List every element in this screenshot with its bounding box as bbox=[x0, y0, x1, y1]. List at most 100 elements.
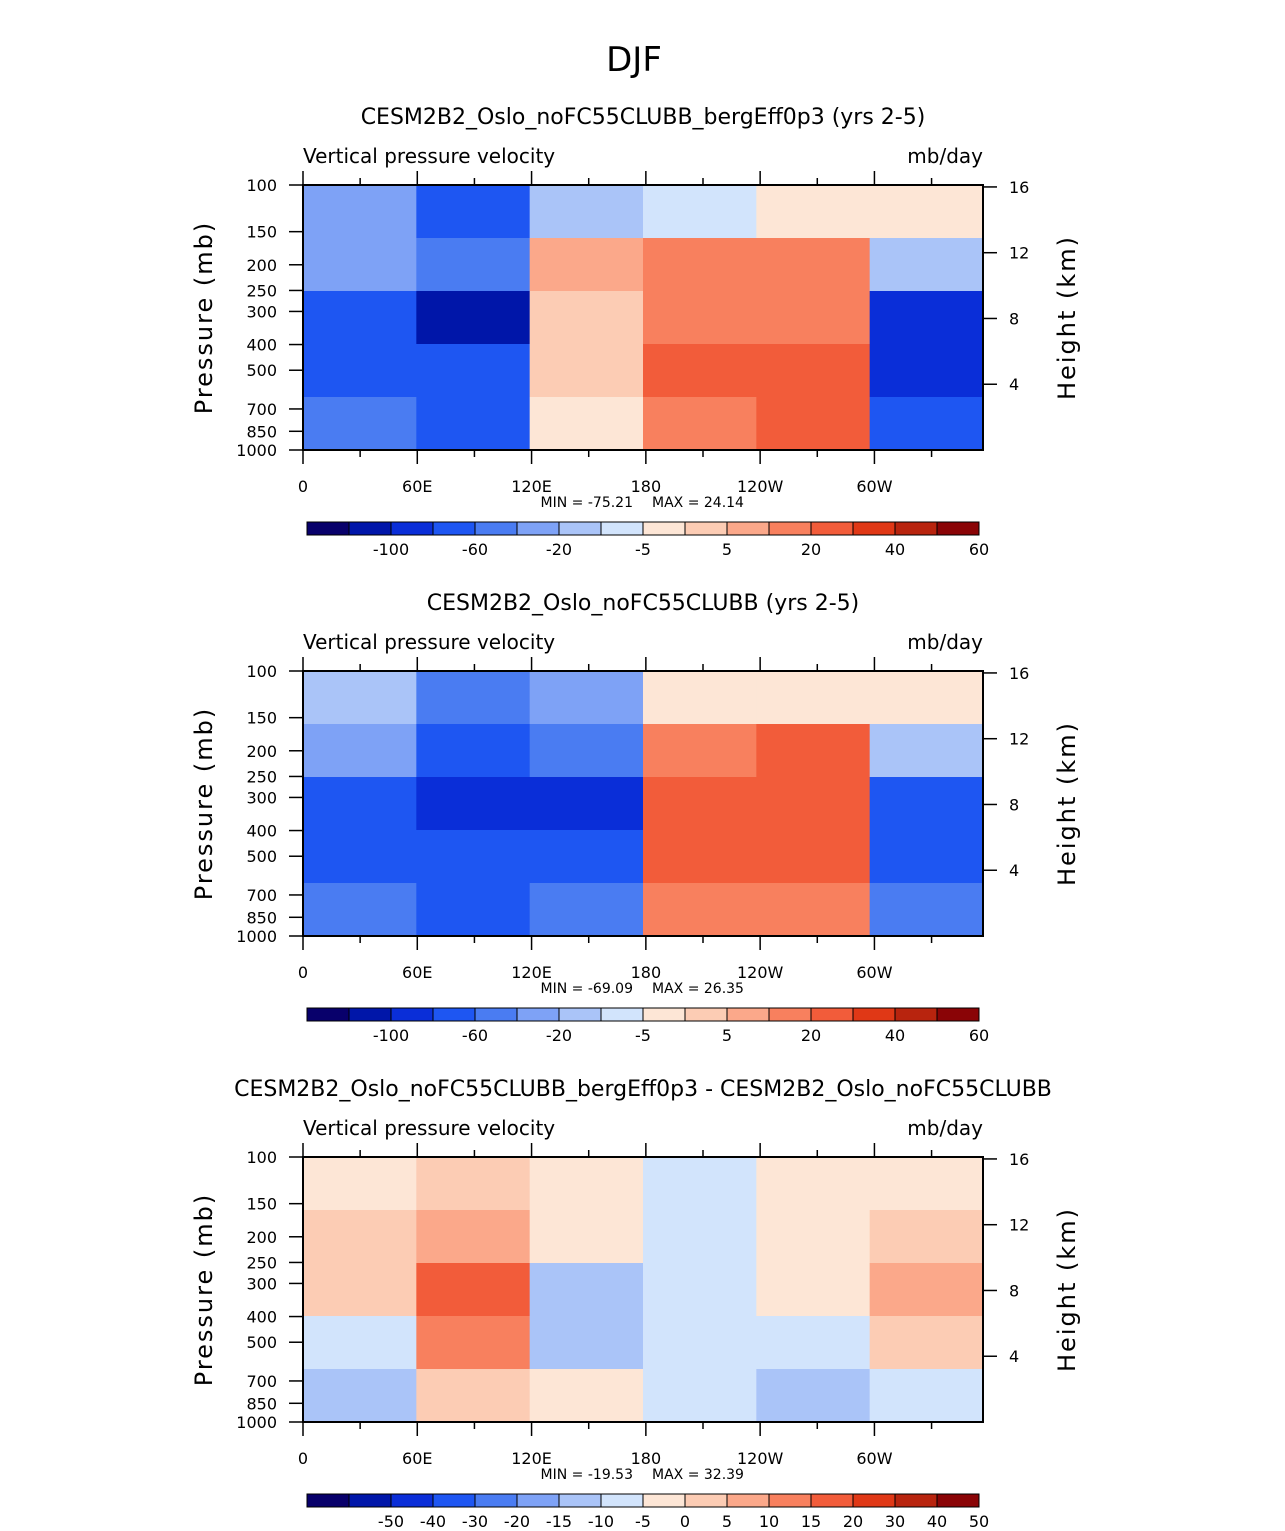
field-cell bbox=[416, 671, 531, 725]
y-tick-label: 700 bbox=[246, 1372, 277, 1391]
colorbar-box bbox=[474, 1493, 518, 1508]
colorbar-box bbox=[516, 1007, 560, 1022]
field-cell bbox=[529, 777, 644, 831]
colorbar-label: -10 bbox=[588, 1512, 614, 1531]
field-cell bbox=[416, 883, 531, 937]
field-cell bbox=[303, 830, 417, 884]
colorbar-box bbox=[600, 1493, 644, 1508]
units-label: mb/day bbox=[907, 144, 983, 168]
colorbar-box bbox=[936, 1007, 980, 1022]
max-label: MAX = 24.14 bbox=[652, 495, 744, 511]
field-cell bbox=[416, 344, 531, 398]
colorbar-label: 20 bbox=[801, 540, 821, 559]
height-tick-label: 4 bbox=[1009, 861, 1019, 880]
colorbar-box bbox=[558, 521, 602, 536]
field-cell bbox=[529, 344, 644, 398]
field-cell bbox=[416, 1157, 531, 1211]
height-tick-label: 4 bbox=[1009, 1347, 1019, 1366]
field-cell bbox=[303, 291, 417, 345]
x-tick-label: 120E bbox=[511, 963, 552, 982]
y-tick-label: 250 bbox=[246, 281, 277, 300]
super-title: DJF bbox=[606, 40, 662, 80]
colorbar-box bbox=[894, 521, 938, 536]
y-tick-label: 700 bbox=[246, 886, 277, 905]
height-tick-label: 16 bbox=[1009, 1150, 1029, 1169]
field-cell bbox=[529, 1157, 644, 1211]
colorbar-box bbox=[810, 1007, 854, 1022]
plot-frame bbox=[302, 1156, 984, 1423]
x-tick-label: 120E bbox=[511, 477, 552, 496]
chart-panel-1: CESM2B2_Oslo_noFC55CLUBB_bergEff0p3 (yrs… bbox=[190, 105, 1081, 559]
colorbar-label: 5 bbox=[722, 540, 732, 559]
chart-panel-3: CESM2B2_Oslo_noFC55CLUBB_bergEff0p3 - CE… bbox=[190, 1077, 1081, 1531]
field-cell bbox=[416, 1263, 531, 1317]
x-tick-label: 60E bbox=[402, 1449, 432, 1468]
colorbar-label: -20 bbox=[546, 540, 572, 559]
field-cell bbox=[303, 1369, 417, 1423]
colorbar-box bbox=[306, 1493, 350, 1508]
field-cell bbox=[756, 777, 871, 831]
y-tick-label: 850 bbox=[246, 908, 277, 927]
field-cell bbox=[869, 671, 984, 725]
field-cell bbox=[869, 724, 984, 778]
colorbar-box bbox=[768, 1493, 812, 1508]
field-cell bbox=[529, 724, 644, 778]
y-tick-label: 150 bbox=[246, 223, 277, 242]
colorbar-box bbox=[726, 1007, 770, 1022]
field-cell bbox=[529, 1263, 644, 1317]
max-label: MAX = 26.35 bbox=[652, 981, 744, 997]
colorbar-box bbox=[642, 1493, 686, 1508]
colorbar-box bbox=[726, 1493, 770, 1508]
field-cell bbox=[529, 671, 644, 725]
field-cell bbox=[643, 344, 757, 398]
y-tick-label: 1000 bbox=[236, 927, 277, 946]
colorbar-box bbox=[642, 1007, 686, 1022]
field-cell bbox=[303, 344, 417, 398]
colorbar-box bbox=[894, 1007, 938, 1022]
height-axis-title: Height (km) bbox=[1053, 235, 1081, 400]
field-cell bbox=[416, 397, 531, 451]
height-tick-label: 16 bbox=[1009, 664, 1029, 683]
colorbar-label: -5 bbox=[635, 540, 651, 559]
height-tick-label: 4 bbox=[1009, 375, 1019, 394]
field-cell bbox=[756, 1263, 871, 1317]
y-axis-title: Pressure (mb) bbox=[190, 221, 218, 414]
field-cell bbox=[869, 830, 984, 884]
y-axis-title: Pressure (mb) bbox=[190, 1193, 218, 1386]
field-cell bbox=[643, 185, 757, 239]
field-cell bbox=[756, 724, 871, 778]
y-tick-label: 300 bbox=[246, 788, 277, 807]
colorbar-label: -5 bbox=[635, 1512, 651, 1531]
colorbar-box bbox=[306, 1007, 350, 1022]
field-cell bbox=[869, 883, 984, 937]
x-tick-label: 0 bbox=[298, 477, 308, 496]
height-tick-label: 12 bbox=[1009, 1216, 1029, 1235]
field-cell bbox=[416, 1210, 531, 1264]
field-cell bbox=[756, 238, 871, 292]
colorbar-label: -20 bbox=[504, 1512, 530, 1531]
colorbar-label: 20 bbox=[801, 1026, 821, 1045]
variable-label: Vertical pressure velocity bbox=[303, 630, 555, 654]
colorbar-box bbox=[726, 521, 770, 536]
field-cell bbox=[643, 671, 757, 725]
colorbar-box bbox=[390, 1007, 434, 1022]
colorbar-box bbox=[474, 1007, 518, 1022]
field-cell bbox=[643, 724, 757, 778]
colorbar-box bbox=[684, 521, 728, 536]
colorbar-label: -40 bbox=[420, 1512, 446, 1531]
colorbar-label: -100 bbox=[373, 540, 409, 559]
colorbar-box bbox=[852, 521, 896, 536]
colorbar-box bbox=[768, 521, 812, 536]
y-tick-label: 850 bbox=[246, 422, 277, 441]
height-axis-title: Height (km) bbox=[1053, 721, 1081, 886]
field-cell bbox=[643, 777, 757, 831]
height-tick-label: 16 bbox=[1009, 178, 1029, 197]
y-tick-label: 100 bbox=[246, 1148, 277, 1167]
colorbar-label: -5 bbox=[635, 1026, 651, 1045]
colorbar-box bbox=[432, 1493, 476, 1508]
colorbar-label: 5 bbox=[722, 1026, 732, 1045]
x-tick-label: 120W bbox=[737, 1449, 784, 1468]
y-tick-label: 200 bbox=[246, 1228, 277, 1247]
max-label: MAX = 32.39 bbox=[652, 1467, 744, 1483]
field-cell bbox=[869, 1316, 984, 1370]
